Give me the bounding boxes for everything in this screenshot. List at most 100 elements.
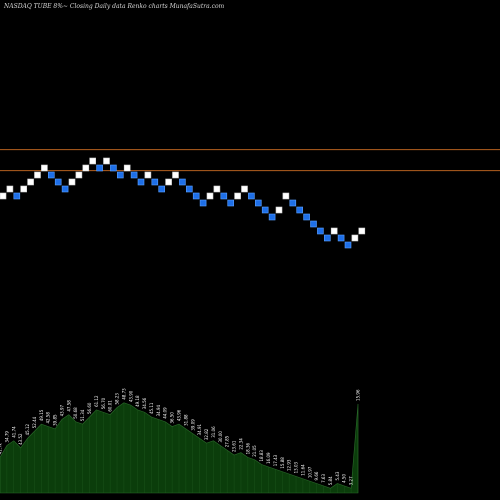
up-brick-15 [103,157,110,165]
volume-label-33: 27.85 [225,435,230,447]
volume-label-46: 9.66 [314,471,319,480]
up-brick-4 [27,178,34,186]
up-brick-30 [206,192,214,200]
down-brick-50 [344,241,352,249]
volume-label-24: 44.09 [163,407,168,419]
reference-lines [0,149,500,172]
volume-label-15: 56.70 [101,397,106,409]
volume-label-1: 34.79 [4,431,9,443]
up-brick-12 [82,164,90,172]
volume-label-52: 15.96 [356,389,361,401]
volume-label-6: 49.15 [39,409,44,421]
down-brick-44 [303,213,310,221]
down-brick-38 [261,206,269,214]
volume-label-17: 58.23 [115,393,120,405]
volume-label-9: 43.97 [59,404,64,416]
down-brick-36 [248,192,255,200]
volume-label-22: 45.11 [149,402,154,414]
volume-label-10: 47.58 [66,400,71,412]
chart-title: NASDAQ TUBE 8%~ Closing Daily data Renko… [3,3,225,10]
down-brick-9 [61,185,69,193]
volume-label-39: 16.09 [266,452,271,464]
down-brick-8 [54,178,62,186]
down-brick-14 [96,164,103,172]
down-brick-28 [192,192,200,200]
volume-label-2: 41.74 [11,426,16,438]
volume-label-36: 18.36 [245,442,250,454]
up-brick-21 [144,171,152,179]
up-brick-1 [6,185,14,193]
volume-label-8: 39.85 [53,414,58,426]
volume-label-3: 43.52 [18,433,23,445]
volume-label-50: 4.50 [342,474,347,483]
volume-label-25: 36.50 [170,412,175,424]
up-brick-10 [68,178,76,186]
up-brick-52 [358,227,366,235]
volume-label-21: 34.56 [142,397,147,409]
volume-label-20: 49.18 [135,395,140,407]
down-brick-45 [310,220,317,228]
up-brick-0 [0,192,7,200]
down-brick-17 [117,171,124,179]
down-brick-27 [186,185,193,193]
volume-label-7: 42.58 [46,412,51,424]
volume-label-34: 23.61 [232,440,237,452]
down-brick-37 [255,199,262,207]
up-brick-41 [282,192,290,200]
volume-label-18: 48.73 [121,388,126,400]
down-brick-49 [337,234,345,242]
down-brick-16 [110,164,117,172]
up-brick-31 [213,185,221,193]
volume-label-47: 7.63 [321,474,326,483]
up-brick-35 [241,185,248,193]
volume-label-29: 34.91 [197,423,202,435]
up-brick-48 [330,227,338,235]
down-brick-33 [227,199,234,207]
down-brick-2 [13,192,21,200]
down-brick-42 [289,199,297,207]
down-brick-22 [151,178,159,186]
down-brick-47 [323,234,331,242]
volume-label-40: 17.43 [273,454,278,466]
down-brick-23 [158,185,165,193]
volume-label-49: 5.43 [335,471,340,480]
volume-label-28: 39.09 [190,419,195,431]
volume-label-13: 56.60 [87,402,92,414]
down-brick-29 [199,199,207,207]
volume-label-4: 45.12 [25,423,30,435]
renko-bricks [0,157,366,249]
volume-label-42: 12.93 [287,459,292,471]
volume-label-43: 13.03 [294,461,299,473]
volume-label-31: 31.06 [211,426,216,438]
down-brick-19 [130,171,138,179]
down-brick-43 [296,206,304,214]
up-brick-51 [351,234,359,242]
up-brick-40 [275,206,283,214]
volume-label-16: 60.01 [108,400,113,412]
volume-label-26: 43.96 [177,409,182,421]
up-brick-24 [165,178,172,186]
up-brick-25 [172,171,179,179]
volume-label-45: 10.97 [307,466,312,478]
volume-label-37: 21.05 [252,445,257,457]
volume-label-14: 61.12 [94,395,99,407]
up-brick-13 [89,157,96,165]
volume-label-44: 11.64 [300,464,305,476]
up-brick-18 [123,164,131,172]
volume-label-0: 41.7k [0,442,3,454]
volume-area [0,402,359,494]
up-brick-11 [75,171,83,179]
volume-label-23: 34.94 [156,404,161,416]
volume-label-30: 32.82 [204,428,209,440]
up-brick-6 [41,164,48,172]
up-brick-34 [234,192,241,200]
volume-label-12: 51.34 [80,409,85,421]
volume-label-27: 31.88 [183,414,188,426]
volume-label-48: 5.84 [328,476,333,485]
volume-label-38: 18.83 [259,450,264,462]
volume-label-32: 30.00 [218,431,223,443]
volume-label-41: 15.88 [280,457,285,469]
